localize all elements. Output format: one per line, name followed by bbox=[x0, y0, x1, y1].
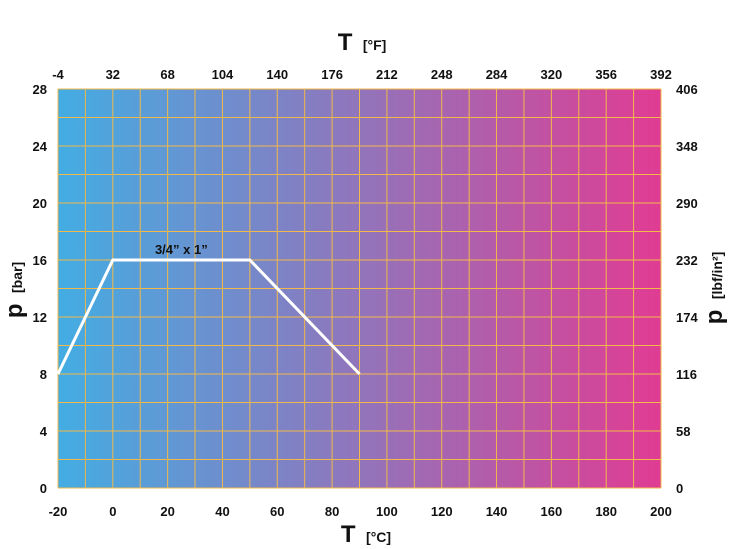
right-axis-title: p [lbf/in²] bbox=[701, 252, 728, 325]
bottom-axis-title: T [°C] bbox=[341, 521, 391, 548]
left-tick-label: 12 bbox=[33, 310, 47, 325]
top-tick-label: 356 bbox=[595, 67, 617, 82]
bottom-tick-label: 60 bbox=[270, 504, 284, 519]
bottom-axis-symbol: T bbox=[341, 521, 356, 548]
right-tick-label: 232 bbox=[676, 253, 698, 268]
left-axis-title: p [bar] bbox=[1, 262, 28, 318]
bottom-tick-label: -20 bbox=[49, 504, 68, 519]
top-tick-label: 212 bbox=[376, 67, 398, 82]
top-ticks: -4 32 68 104 140 176 212 248 284 320 356 392 bbox=[52, 67, 672, 82]
top-axis-unit: [°F] bbox=[363, 37, 386, 53]
bottom-tick-label: 160 bbox=[541, 504, 563, 519]
bottom-ticks: -20 0 20 40 60 80 100 120 140 160 180 200 bbox=[49, 504, 672, 519]
right-tick-label: 290 bbox=[676, 196, 698, 211]
right-ticks: 0 58 116 174 232 290 348 406 bbox=[676, 82, 698, 496]
series-line bbox=[56, 258, 361, 376]
top-tick-label: 104 bbox=[212, 67, 234, 82]
left-tick-label: 16 bbox=[33, 253, 47, 268]
right-tick-label: 0 bbox=[676, 481, 683, 496]
top-tick-label: 32 bbox=[106, 67, 120, 82]
left-tick-label: 20 bbox=[33, 196, 47, 211]
top-tick-label: 140 bbox=[266, 67, 288, 82]
right-tick-label: 406 bbox=[676, 82, 698, 97]
right-tick-label: 348 bbox=[676, 139, 698, 154]
right-tick-label: 174 bbox=[676, 310, 698, 325]
bottom-tick-label: 140 bbox=[486, 504, 508, 519]
right-axis-unit: [lbf/in²] bbox=[709, 252, 725, 299]
bottom-axis-unit: [°C] bbox=[366, 529, 391, 545]
left-tick-label: 8 bbox=[40, 367, 47, 382]
top-tick-label: 176 bbox=[321, 67, 343, 82]
left-ticks: 0 4 8 12 16 20 24 28 bbox=[33, 82, 48, 496]
top-axis-title: T [°F] bbox=[338, 29, 387, 56]
top-tick-label: -4 bbox=[52, 67, 64, 82]
left-axis-symbol: p bbox=[1, 303, 28, 318]
left-axis-unit: [bar] bbox=[9, 262, 25, 293]
bottom-tick-label: 100 bbox=[376, 504, 398, 519]
top-tick-label: 392 bbox=[650, 67, 672, 82]
bottom-tick-label: 20 bbox=[160, 504, 174, 519]
bottom-tick-label: 180 bbox=[595, 504, 617, 519]
bottom-tick-label: 40 bbox=[215, 504, 229, 519]
series-layer: 3/4” x 1” bbox=[56, 242, 361, 376]
left-tick-label: 4 bbox=[40, 424, 48, 439]
grid bbox=[57, 88, 662, 489]
top-tick-label: 248 bbox=[431, 67, 453, 82]
left-tick-label: 0 bbox=[40, 481, 47, 496]
right-tick-label: 58 bbox=[676, 424, 690, 439]
left-tick-label: 24 bbox=[33, 139, 48, 154]
bottom-tick-label: 80 bbox=[325, 504, 339, 519]
right-tick-label: 116 bbox=[676, 367, 697, 382]
top-tick-label: 320 bbox=[541, 67, 563, 82]
series-label: 3/4” x 1” bbox=[155, 242, 208, 257]
bottom-tick-label: 120 bbox=[431, 504, 453, 519]
bottom-tick-label: 200 bbox=[650, 504, 672, 519]
top-tick-label: 68 bbox=[160, 67, 174, 82]
top-tick-label: 284 bbox=[486, 67, 508, 82]
bottom-tick-label: 0 bbox=[109, 504, 116, 519]
right-axis-symbol: p bbox=[701, 310, 728, 325]
top-axis-symbol: T bbox=[338, 29, 353, 56]
left-tick-label: 28 bbox=[33, 82, 47, 97]
